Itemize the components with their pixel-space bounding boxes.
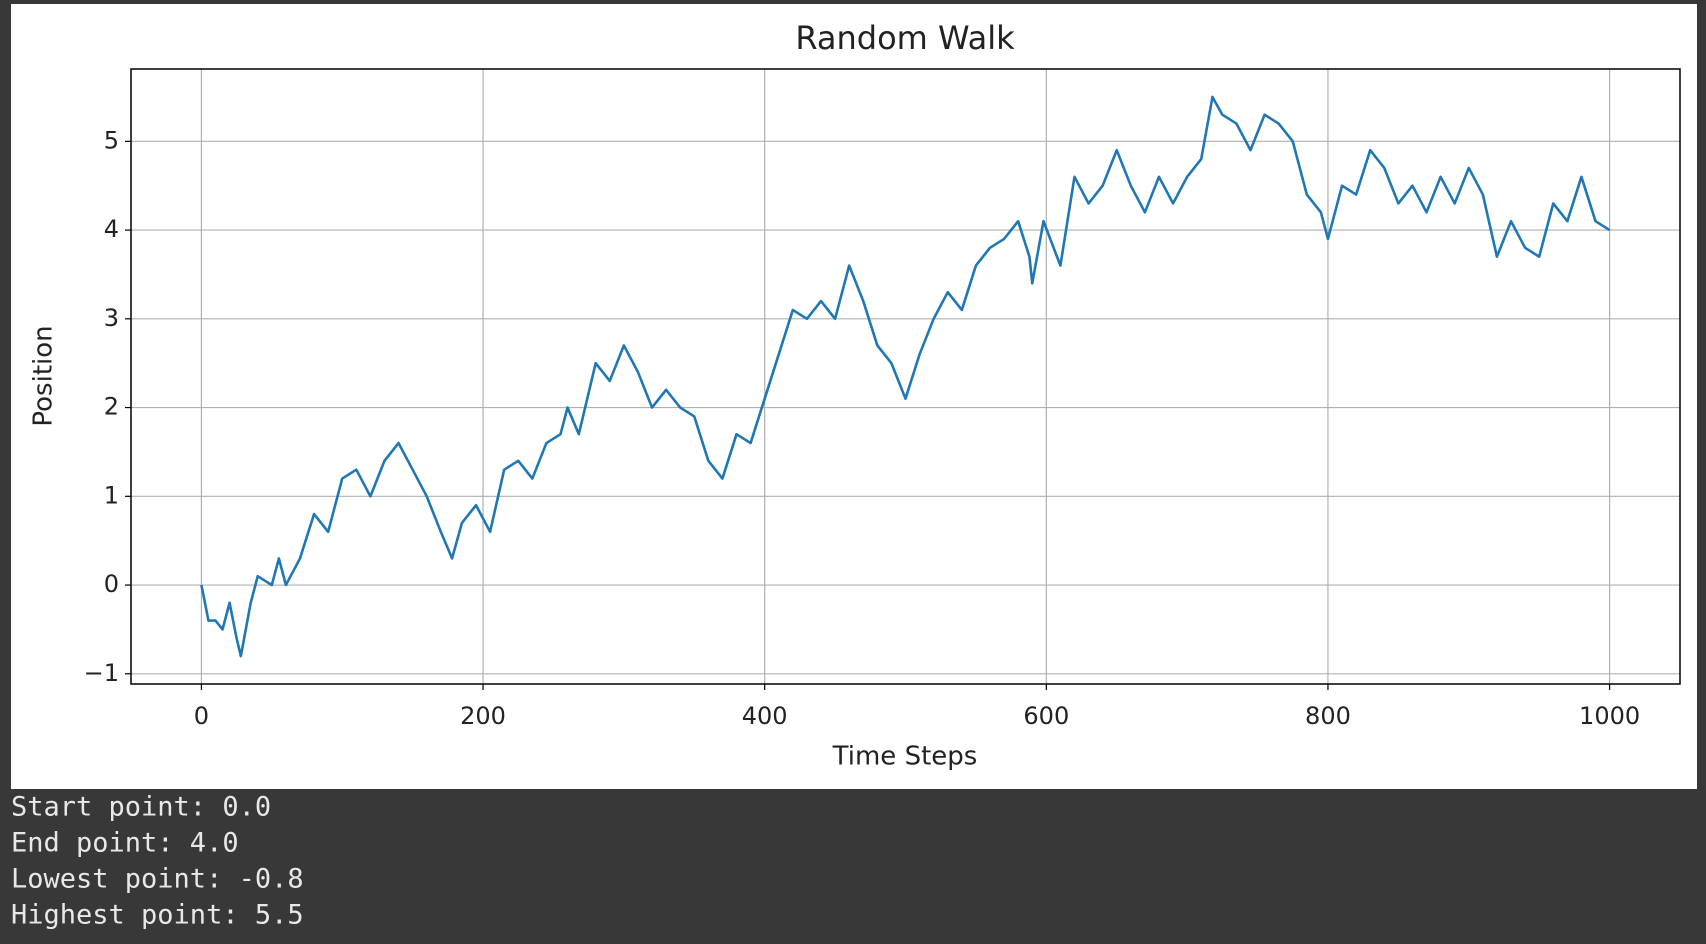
x-tick-label: 1000 [1579, 702, 1640, 730]
x-tick-label: 0 [194, 702, 209, 730]
figure-background [11, 4, 1697, 789]
text-output: Start point: 0.0 End point: 4.0 Lowest poi… [11, 792, 304, 931]
x-tick-label: 200 [460, 702, 506, 730]
y-tick-label: 2 [104, 393, 119, 421]
plot-frame [130, 68, 1681, 685]
x-tick-label: 400 [742, 702, 788, 730]
output-line: Highest point: 5.5 [11, 900, 304, 931]
y-tick-label: −1 [84, 659, 119, 687]
y-tick-label: 5 [104, 126, 119, 154]
y-tick-label: 0 [104, 570, 119, 598]
output-line: Lowest point: -0.8 [11, 864, 304, 895]
x-tick-label: 600 [1023, 702, 1069, 730]
output-line: Start point: 0.0 [11, 792, 271, 823]
y-tick-label: 4 [104, 215, 119, 243]
y-axis-label: Position [29, 325, 59, 426]
output-line: End point: 4.0 [11, 828, 239, 859]
chart-title: Random Walk [795, 19, 1015, 57]
x-tick-label: 800 [1305, 702, 1351, 730]
y-tick-label: 1 [104, 481, 119, 509]
y-tick-label: 3 [104, 304, 119, 332]
x-axis-label: Time Steps [832, 742, 978, 772]
line-series [200, 95, 1611, 658]
